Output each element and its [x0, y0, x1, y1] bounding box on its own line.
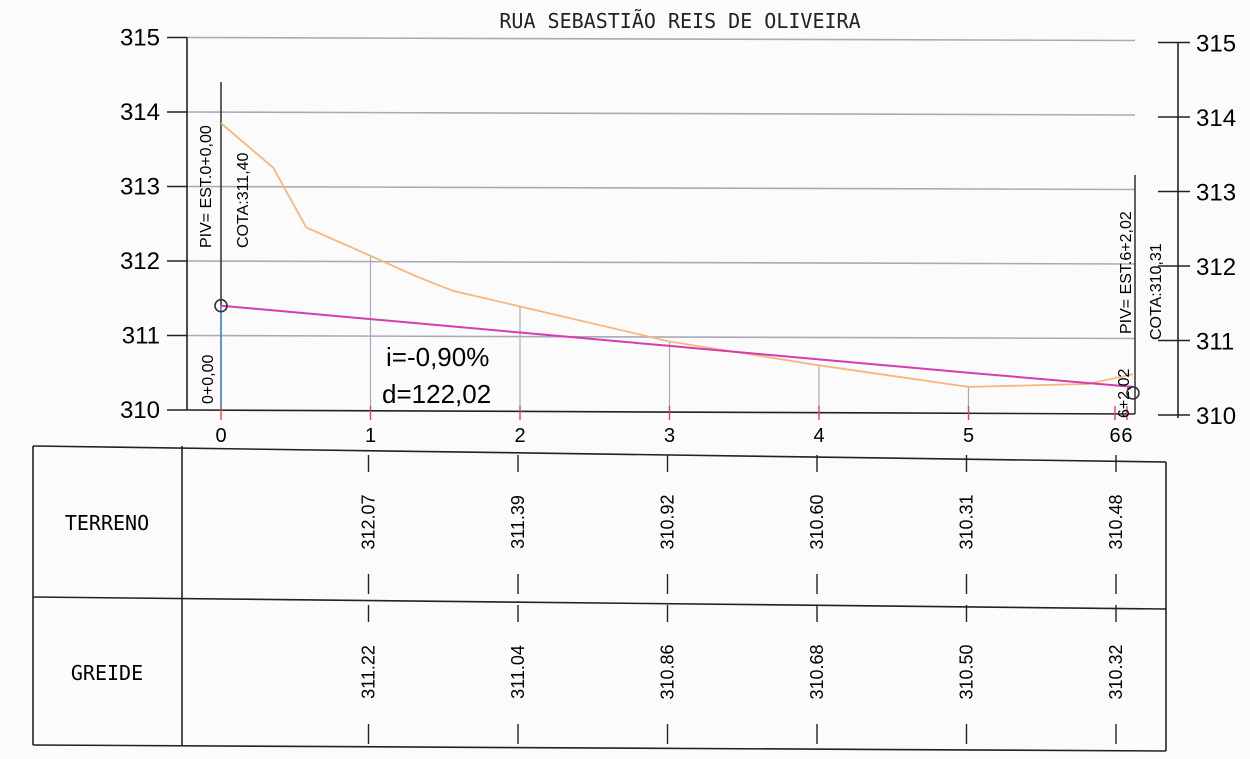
piv-start-label: PIV= EST.0+0,00 — [198, 125, 215, 248]
data-table: TERRENO 312.07 311.39 310.92 310.60 310.31 310… — [32, 445, 1167, 752]
table-bottom — [32, 744, 1167, 752]
x-tick-label: 6 — [1109, 425, 1120, 447]
table-mid — [32, 596, 1167, 610]
grid — [186, 36, 1136, 410]
table-cell-value: 310.92 — [658, 494, 678, 549]
table-cell-value: 310.32 — [1106, 644, 1126, 699]
y-tick-label-left: 313 — [120, 174, 160, 201]
piv-start-marker — [214, 298, 228, 313]
table-cell-value: 311.04 — [508, 645, 528, 699]
x-tick-label: 0 — [215, 425, 226, 447]
x-tick-label: 6 — [1121, 425, 1132, 447]
y-tick-label-left: 311 — [122, 323, 160, 350]
station-start-label: 0+0,00 — [200, 355, 217, 404]
y-tick-label-left: 310 — [120, 397, 160, 424]
annotations: PIV= EST.0+0,00 COTA:311,40 0+0,00 PIV= … — [198, 125, 1165, 418]
x-tick-label: 3 — [664, 425, 675, 447]
station-end-label: 6+2,02 — [1116, 369, 1133, 418]
table-cell-value: 310.86 — [658, 644, 678, 699]
x-tick-label: 5 — [963, 425, 974, 447]
grid-line-h — [186, 111, 1136, 116]
table-cell-value: 310.68 — [807, 644, 827, 699]
cota-end-label: COTA:310,31 — [1148, 243, 1165, 340]
y-tick-label-right: 315 — [1196, 31, 1236, 58]
table-cell-value: 310.60 — [807, 494, 827, 549]
slope-label: i=-0,90% — [386, 342, 489, 372]
y-tick-label-right: 314 — [1196, 105, 1236, 132]
y-tick-label-left: 315 — [120, 25, 160, 52]
piv-end-marker — [1126, 386, 1140, 400]
axes: 310 310 311 311 312 312 313 313 314 314 315 315 0 1 2 3… — [120, 25, 1236, 448]
table-cell-value: 311.39 — [508, 495, 528, 549]
table-cell-value: 310.48 — [1106, 494, 1126, 549]
y-tick-label-left: 314 — [120, 99, 160, 126]
grid-line-h — [186, 260, 1136, 265]
distance-label: d=122,02 — [382, 379, 491, 409]
table-row-label: TERRENO — [65, 511, 149, 535]
grid-line-h — [186, 334, 1136, 340]
y-tick-label-right: 311 — [1196, 329, 1234, 356]
x-tick-label: 4 — [813, 425, 824, 447]
table-top — [32, 445, 1167, 463]
table-cell-value: 311.22 — [359, 645, 379, 699]
cota-start-label: COTA:311,40 — [235, 152, 252, 248]
y-tick-label-right: 313 — [1196, 180, 1236, 207]
grid-line-h — [186, 185, 1136, 191]
y-tick-label-left: 312 — [120, 248, 160, 275]
y-tick-label-right: 310 — [1196, 403, 1236, 430]
table-cell-value: 310.31 — [957, 494, 977, 549]
chart-title: RUA SEBASTIÃO REIS DE OLIVEIRA — [499, 9, 860, 33]
grid-line-h — [186, 36, 1136, 42]
x-tick-label: 2 — [514, 425, 525, 447]
x-tick-label: 1 — [365, 425, 376, 447]
series-line-greide — [220, 304, 1134, 388]
series — [214, 122, 1140, 400]
table-cell-value: 312.07 — [359, 494, 379, 549]
series-line-terreno — [220, 122, 1134, 388]
baseline — [186, 409, 1136, 415]
table-row-label: GREIDE — [71, 661, 143, 685]
table-cell-value: 310.50 — [957, 644, 977, 699]
y-tick-label-right: 312 — [1196, 254, 1236, 281]
piv-end-label: PIV= EST.6+2,02 — [1118, 211, 1135, 334]
